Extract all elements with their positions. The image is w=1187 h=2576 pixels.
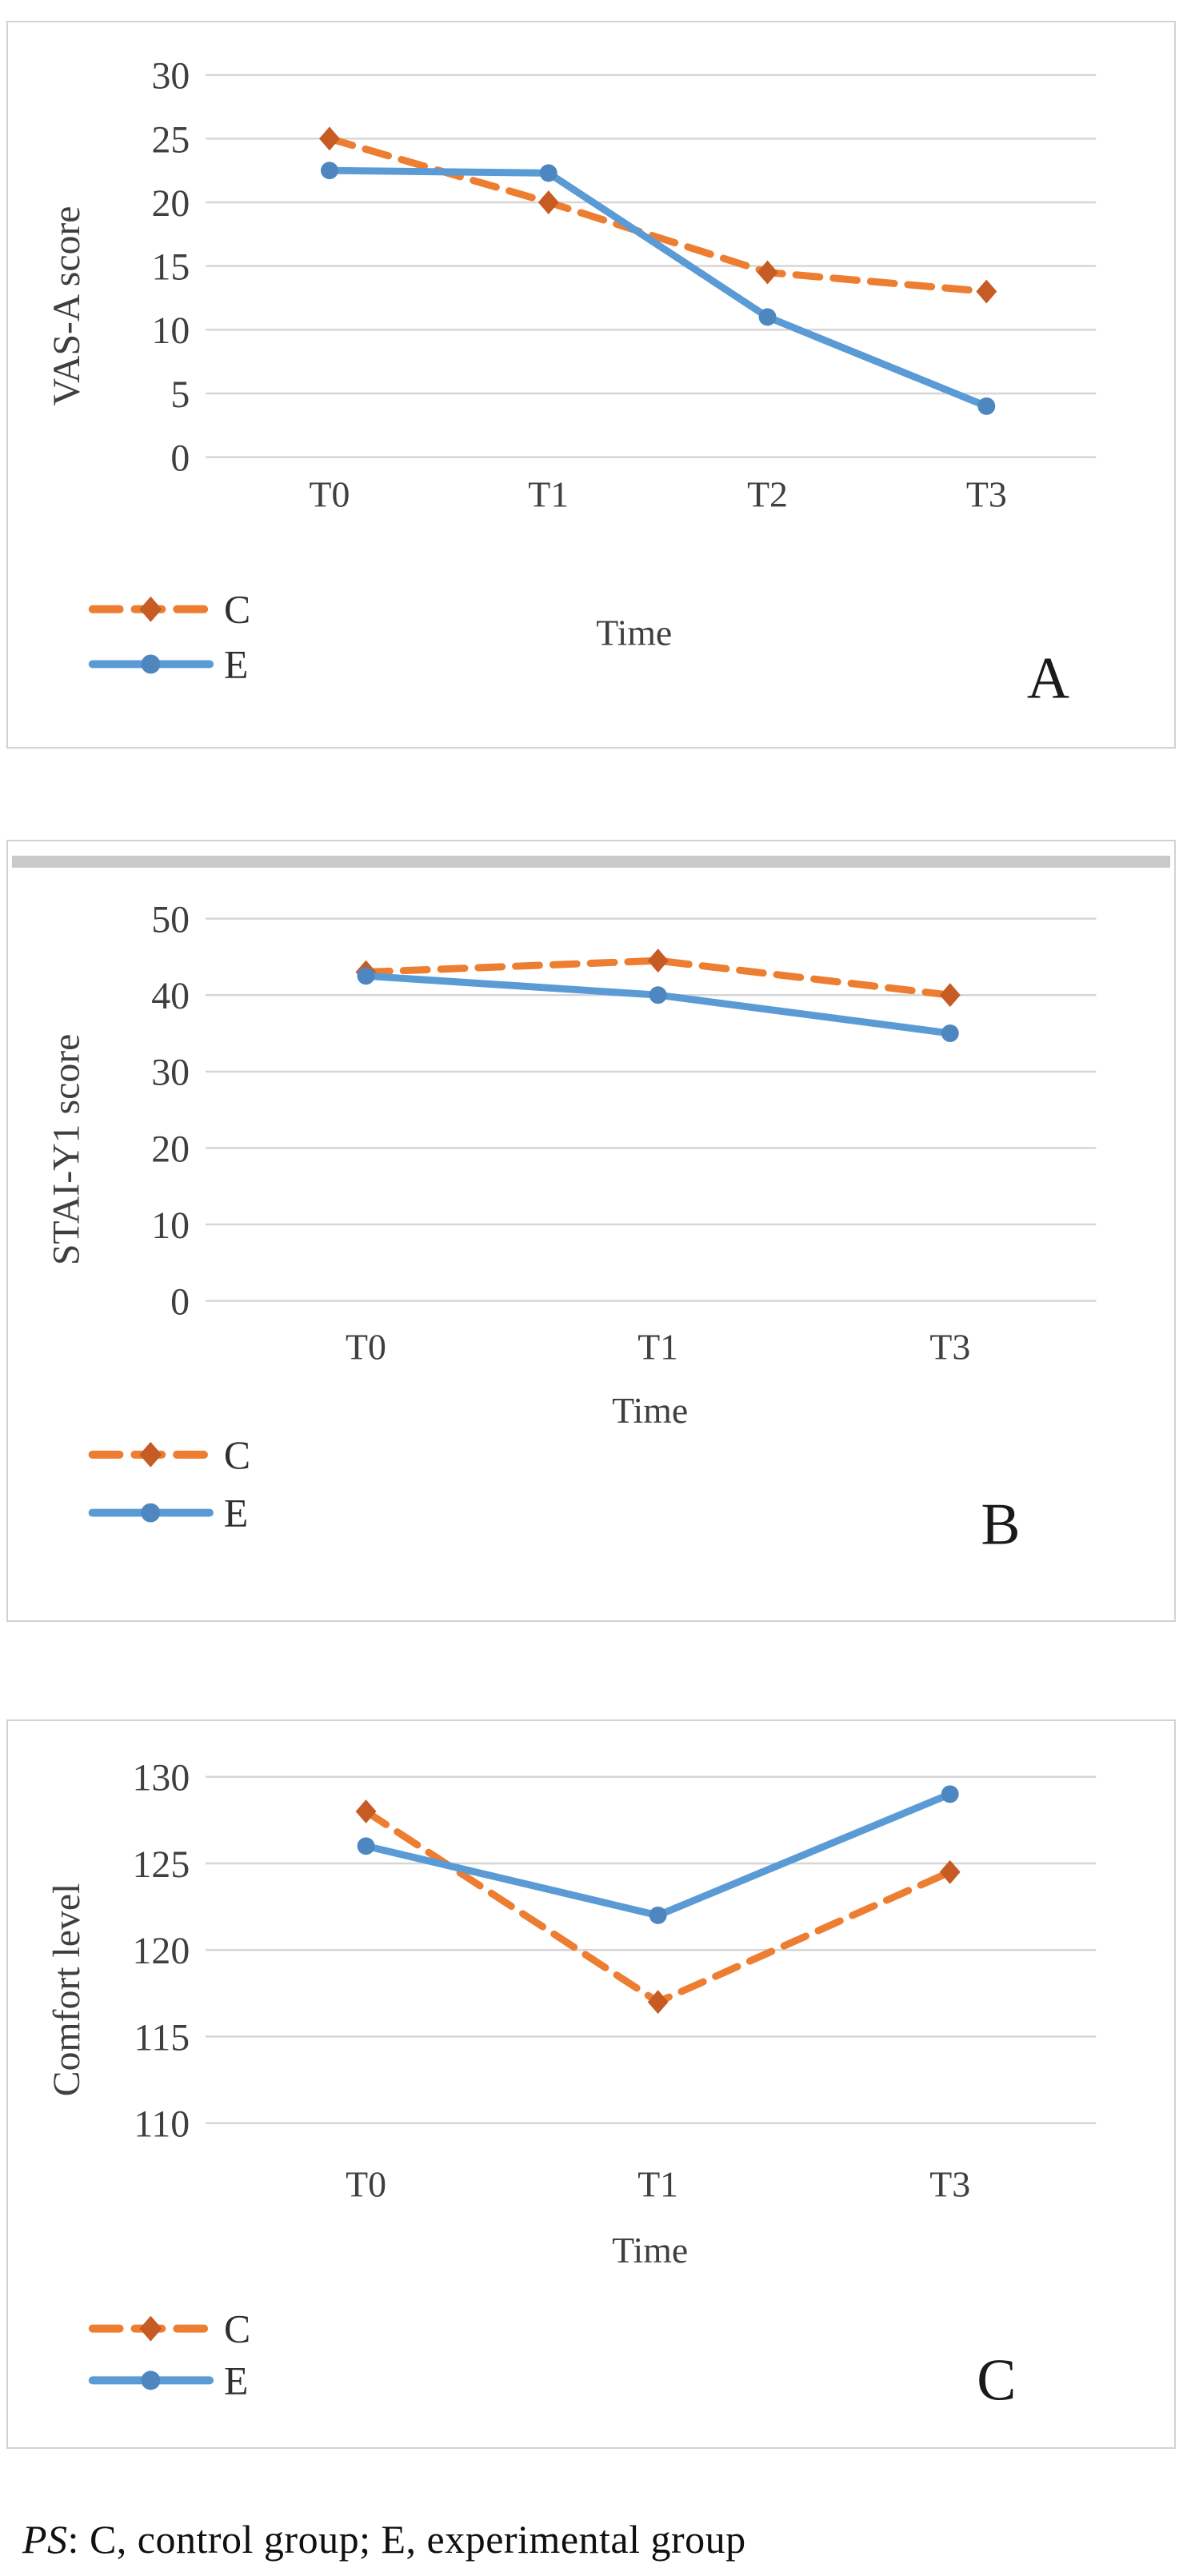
footnote-text: : C, control group; E, experimental grou…: [67, 2517, 746, 2562]
x-tick-label: T3: [929, 1326, 970, 1367]
y-tick-label: 20: [151, 1128, 190, 1170]
vas-a-line-chart: 0 5 10 15 20 25 30 T0 T1 T2 T3 VAS-A score Time CE A: [46, 55, 1097, 710]
legend-label-E: E: [224, 642, 248, 686]
x-tick-label: T3: [929, 2163, 970, 2204]
legend-marker-C: [139, 2315, 162, 2342]
y-tick-label: 125: [133, 1843, 190, 1886]
series-marker-E: [649, 1906, 667, 1924]
y-tick-label: 10: [151, 1204, 190, 1247]
y-tick-label: 5: [170, 373, 190, 416]
x-tick-label: T0: [346, 2163, 386, 2204]
series-marker-C: [976, 279, 997, 304]
y-tick-label: 0: [170, 1281, 190, 1324]
x-tick-label: T1: [528, 473, 569, 514]
y-axis-title: VAS-A score: [46, 206, 88, 405]
legend-label-C: C: [224, 1433, 250, 1477]
panel-letter: B: [981, 1491, 1020, 1556]
series-marker-E: [941, 1785, 959, 1803]
x-tick-label: T2: [747, 473, 788, 514]
legend-label-C: C: [224, 2307, 250, 2351]
chart-panel-stai-y1: 0 10 20 30 40 50 T0 T1 T3 STAI-Y1 score Time C E B: [6, 840, 1176, 1622]
panel-letter: A: [1027, 645, 1069, 710]
series-marker-C: [319, 126, 340, 151]
stai-y1-line-chart: 0 10 20 30 40 50 T0 T1 T3 STAI-Y1 score Time CE B: [11, 855, 1171, 1556]
y-tick-label: 130: [133, 1757, 190, 1799]
series-marker-C: [647, 949, 669, 973]
figure-footnote: PS: C, control group; E, experimental gr…: [22, 2516, 1158, 2562]
series-marker-E: [357, 1837, 375, 1855]
series-marker-E: [539, 164, 558, 182]
y-tick-label: 10: [151, 310, 190, 352]
y-tick-label: 120: [133, 1930, 190, 1972]
y-tick-label: 110: [134, 2103, 190, 2146]
x-tick-label: T1: [637, 2163, 678, 2204]
legend-marker-C: [139, 1441, 162, 1468]
legend-marker-C: [139, 596, 162, 622]
panel-letter: C: [977, 2346, 1016, 2412]
series-marker-E: [977, 397, 996, 415]
footnote-ps-abbrev: PS: [22, 2517, 68, 2562]
y-tick-label: 30: [151, 55, 190, 98]
series-line-C: [362, 957, 954, 999]
series-marker-E: [357, 967, 375, 985]
y-tick-label: 30: [151, 1052, 190, 1094]
legend-label-C: C: [224, 588, 250, 632]
series-line-E: [326, 166, 990, 410]
series-line-E: [362, 1790, 954, 1919]
x-tick-label: T1: [637, 1326, 678, 1367]
chart-panel-vas-a: 0 5 10 15 20 25 30 T0 T1 T2 T3 VAS-A score Time C E A: [6, 21, 1176, 749]
y-tick-label: 50: [151, 899, 190, 941]
series-marker-C: [939, 983, 961, 1008]
x-axis-title: Time: [612, 2230, 688, 2270]
x-axis-title: Time: [612, 1390, 688, 1431]
legend-marker-E: [141, 654, 161, 674]
panel-top-bar: [11, 855, 1171, 868]
y-axis-title: STAI-Y1 score: [46, 1034, 88, 1266]
y-axis-title: Comfort level: [46, 1883, 88, 2097]
y-tick-label: 15: [151, 246, 190, 289]
legend-marker-E: [141, 2370, 161, 2390]
series-marker-E: [320, 162, 338, 180]
y-tick-label: 0: [170, 437, 190, 480]
legend-marker-E: [141, 1503, 161, 1523]
y-tick-label: 25: [151, 118, 190, 161]
series-marker-E: [941, 1024, 959, 1042]
legend-label-E: E: [224, 2358, 248, 2402]
y-tick-label: 115: [134, 2016, 190, 2059]
series-marker-C: [757, 260, 778, 285]
series-marker-C: [355, 1799, 377, 1823]
y-tick-label: 40: [151, 975, 190, 1017]
series-line-C: [326, 134, 990, 295]
series-marker-C: [647, 1990, 669, 2015]
x-tick-label: T3: [966, 473, 1007, 514]
series-marker-C: [538, 190, 559, 214]
series-marker-E: [758, 308, 777, 326]
legend-label-E: E: [224, 1491, 248, 1535]
x-tick-label: T0: [346, 1326, 386, 1367]
series-marker-E: [649, 986, 667, 1004]
x-axis-title: Time: [596, 613, 672, 653]
x-tick-label: T0: [310, 473, 350, 514]
chart-panel-comfort: 110 115 120 125 130 T0 T1 T3 Comfort level Time C E…: [6, 1719, 1176, 2449]
y-tick-label: 20: [151, 182, 190, 225]
